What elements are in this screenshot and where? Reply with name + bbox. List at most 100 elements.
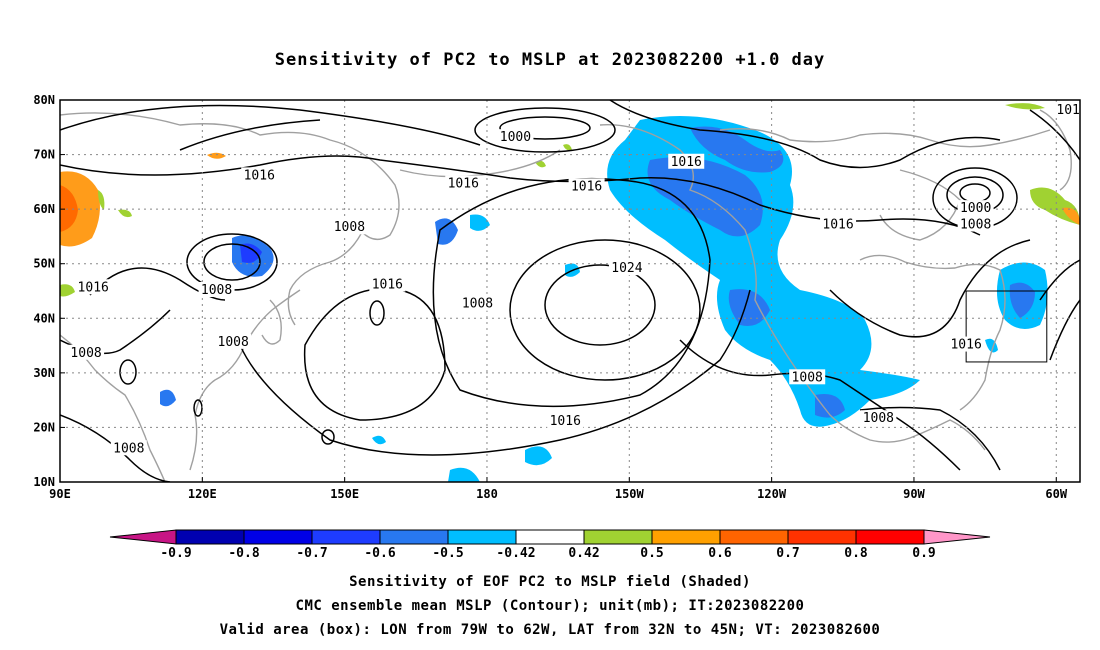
map-grid — [60, 100, 1080, 482]
contour-label-bg — [547, 412, 584, 428]
north-america-east-coast — [859, 254, 1006, 411]
contour-label: 1016 — [550, 414, 581, 429]
contour-label: 1000 — [500, 130, 531, 145]
colorbar-box — [719, 529, 789, 545]
contour-label-bg — [497, 129, 534, 145]
contour-labels: 1000 1016 1016 1016 1016 1000 1016 1008 1008 1024… — [68, 101, 1083, 456]
map-frame — [59, 99, 1081, 483]
contour-label: 1008 — [113, 441, 144, 456]
map-title: Sensitivity of PC2 to MSLP at 2023082200… — [274, 50, 826, 70]
contour-label-bg — [568, 178, 605, 194]
colorbar-low-triangle — [109, 529, 177, 545]
hudson-bay-coast — [879, 169, 961, 241]
contour-label: 1024 — [611, 261, 642, 276]
colorbar-label: 0.5 — [640, 546, 663, 561]
colorbar-box — [651, 529, 721, 545]
contour-label-bg — [957, 200, 994, 216]
contour-label-bg — [1054, 101, 1083, 117]
contour-label-bg — [668, 153, 705, 169]
east-asia-coast — [189, 289, 301, 471]
asia-coast — [60, 112, 400, 326]
contour-label-bg — [957, 216, 994, 232]
colorbar-box — [515, 529, 585, 545]
contour-label-bg — [75, 279, 112, 295]
contour-label: 1008 — [863, 411, 894, 426]
contour-label: 1008 — [462, 297, 493, 312]
lat-tick-label: 10N — [33, 475, 55, 489]
colorbar-box — [243, 529, 313, 545]
contour-label: 1016 — [571, 179, 602, 194]
positive-sensitivity-core — [60, 185, 78, 232]
contour-label: 1008 — [218, 335, 249, 350]
contour-label: 1008 — [960, 218, 991, 233]
greenland-coast — [1039, 109, 1072, 191]
contour-label-bg — [110, 440, 147, 456]
colorbar-label: 0.7 — [776, 546, 799, 561]
lat-tick-label: 80N — [33, 93, 55, 107]
valid-area-box — [965, 290, 1048, 363]
contour-label-bg — [68, 344, 105, 360]
colorbar-high-triangle — [923, 529, 991, 545]
contour-label: 1008 — [70, 346, 101, 361]
contour-label: 1016 — [671, 155, 702, 170]
colorbar-label: -0.5 — [432, 546, 463, 561]
contour-label: 1000 — [960, 201, 991, 216]
bering-coast — [399, 149, 561, 178]
colorbar-box — [787, 529, 857, 545]
contour-label-bg — [608, 260, 645, 276]
colorbar-box — [855, 529, 925, 545]
colorbar-box — [311, 529, 381, 545]
contour-label: 1016 — [448, 177, 479, 192]
colorbar-box — [447, 529, 517, 545]
caption-line-2: CMC ensemble mean MSLP (Contour); unit(m… — [295, 598, 805, 614]
lon-tick-label: 60W — [1045, 487, 1067, 501]
contour-label-bg — [215, 333, 252, 349]
lon-tick-label: 120E — [188, 487, 217, 501]
lon-tick-label: 150W — [615, 487, 645, 501]
japan-coast — [261, 299, 282, 345]
colorbar-box — [175, 529, 245, 545]
arctic-coast — [719, 128, 1051, 148]
lat-tick-label: 40N — [33, 311, 55, 325]
contour-label-bg — [198, 282, 235, 297]
contour-label-bg — [820, 216, 857, 232]
lat-tick-label: 30N — [33, 366, 55, 380]
contour-label: 1016 — [822, 218, 853, 233]
contour-label: 1016 — [950, 338, 981, 353]
contour-label: 101 — [1056, 103, 1079, 118]
contour-label-bg — [369, 276, 406, 292]
colorbar-label: 0.9 — [912, 546, 935, 561]
colorbar-box — [583, 529, 653, 545]
caption-line-1: Sensitivity of EOF PC2 to MSLP field (Sh… — [349, 574, 751, 590]
contour-label-bg — [445, 175, 482, 191]
contour-high-1024 — [544, 264, 656, 346]
contour-label: 1016 — [372, 278, 403, 293]
colorbar-label: 0.6 — [708, 546, 732, 561]
colorbar: -0.9 -0.8 -0.7 -0.6 -0.5 -0.42 0.42 0.5 0.6 0.7 0.… — [109, 529, 991, 561]
latitude-axis: 80N 70N 60N 50N 40N 30N 20N 10N — [33, 93, 65, 489]
contour-label: 1008 — [792, 370, 823, 385]
colorbar-label: -0.8 — [228, 546, 259, 561]
contour-low-1000 — [474, 107, 616, 153]
caption-line-3: Valid area (box): LON from 79W to 62W, L… — [219, 622, 881, 638]
contour-label-bg — [241, 167, 278, 183]
contour-label-bg — [948, 336, 985, 352]
contour-label: 1008 — [201, 283, 232, 298]
contour-label: 1008 — [334, 220, 365, 235]
colorbar-label: 0.8 — [844, 546, 868, 561]
colorbar-label: -0.7 — [296, 546, 327, 561]
lon-tick-label: 90E — [49, 487, 71, 501]
lat-tick-label: 20N — [33, 420, 55, 434]
colorbar-label: -0.9 — [160, 546, 191, 561]
colorbar-label: -0.42 — [496, 546, 535, 561]
contour-label: 1016 — [244, 168, 275, 183]
colorbar-label: -0.6 — [364, 546, 395, 561]
lon-tick-label: 180 — [476, 487, 498, 501]
colorbar-label: 0.42 — [568, 546, 599, 561]
mslp-contours — [60, 100, 1080, 482]
lon-tick-label: 150E — [330, 487, 359, 501]
contour-label-bg — [860, 410, 897, 426]
colorbar-box — [379, 529, 449, 545]
longitude-axis: 90E 120E 150E 180 150W 120W 90W 60W — [49, 477, 1068, 501]
